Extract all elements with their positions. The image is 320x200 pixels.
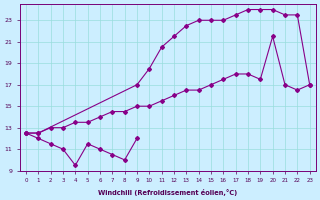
- X-axis label: Windchill (Refroidissement éolien,°C): Windchill (Refroidissement éolien,°C): [98, 189, 237, 196]
